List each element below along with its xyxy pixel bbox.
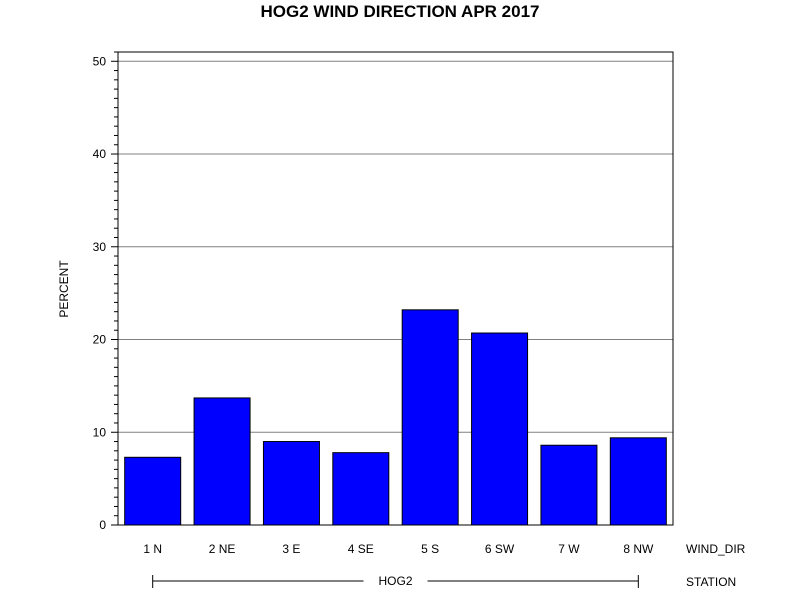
bar-8-nw bbox=[609, 437, 667, 526]
gridlines bbox=[118, 60, 673, 433]
y-axis-ticks: 0 10 20 30 40 50 bbox=[93, 51, 118, 532]
y-tick-label-50: 50 bbox=[93, 54, 107, 68]
chart-title: HOG2 WIND DIRECTION APR 2017 bbox=[261, 2, 540, 21]
station-axis-label: STATION bbox=[686, 575, 736, 589]
x-axis-label: WIND_DIR bbox=[686, 542, 746, 556]
y-tick-label-10: 10 bbox=[93, 425, 107, 439]
x-axis-tick-labels: 1 N 2 NE 3 E 4 SE 5 S 6 SW 7 W 8 NW bbox=[143, 542, 654, 556]
y-tick-label-20: 20 bbox=[93, 333, 107, 347]
x-tick-label-8-nw: 8 NW bbox=[623, 542, 654, 556]
bar-3-e bbox=[262, 441, 320, 526]
x-tick-label-4-se: 4 SE bbox=[348, 542, 374, 556]
x-tick-label-3-e: 3 E bbox=[282, 542, 300, 556]
bar-5-s bbox=[401, 309, 459, 526]
x-tick-label-7-w: 7 W bbox=[558, 542, 580, 556]
bar-2-ne bbox=[193, 397, 251, 526]
bar-7-w bbox=[540, 444, 598, 526]
bar-1-n bbox=[124, 456, 182, 526]
y-tick-label-0: 0 bbox=[99, 518, 106, 532]
bars bbox=[124, 309, 667, 526]
y-axis-label: PERCENT bbox=[57, 260, 71, 318]
station-group-label: HOG2 bbox=[378, 574, 412, 588]
plot-frame bbox=[117, 51, 674, 526]
x-tick-label-5-s: 5 S bbox=[421, 542, 439, 556]
bar-4-se bbox=[332, 452, 390, 526]
x-tick-label-6-sw: 6 SW bbox=[485, 542, 515, 556]
x-tick-label-2-ne: 2 NE bbox=[209, 542, 236, 556]
station-group-bracket: HOG2 bbox=[152, 574, 639, 588]
y-tick-label-40: 40 bbox=[93, 147, 107, 161]
y-tick-label-30: 30 bbox=[93, 240, 107, 254]
x-tick-label-1-n: 1 N bbox=[143, 542, 162, 556]
bar-6-sw bbox=[471, 332, 529, 526]
